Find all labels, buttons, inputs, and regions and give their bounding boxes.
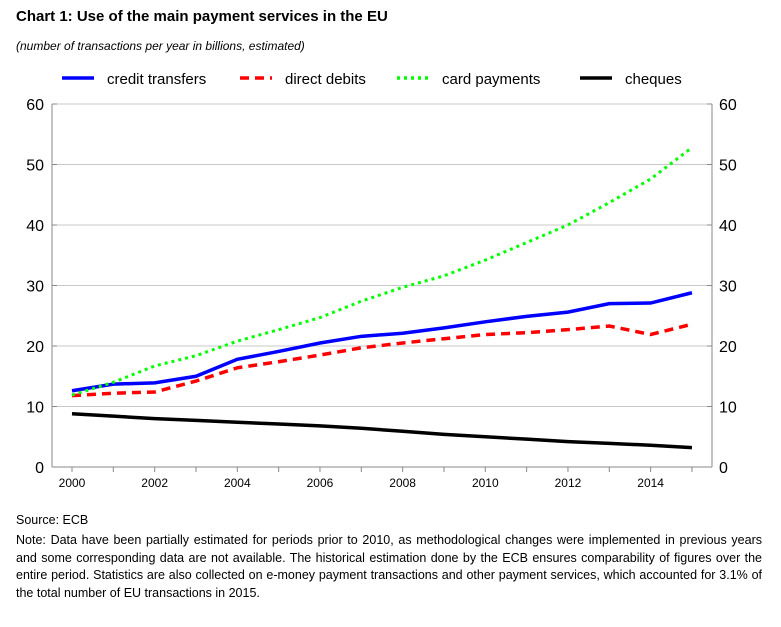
y-tick-label-right: 0 [719,460,728,477]
y-tick-label-right: 60 [719,97,737,114]
legend-label: direct debits [285,71,366,88]
x-tick-label: 2012 [555,476,582,490]
legend-label: card payments [442,71,540,88]
y-tick-label-left: 10 [26,400,44,417]
chart-subtitle: (number of transactions per year in bill… [16,39,305,53]
chart-title: Chart 1: Use of the main payment service… [16,8,388,25]
source-text: Source: ECB [16,513,89,527]
y-tick-label-left: 60 [26,97,44,114]
y-tick-label-right: 50 [719,158,737,175]
legend-label: cheques [625,71,682,88]
series-line-card-payments [71,146,693,397]
note-text: Note: Data have been partially estimated… [16,533,762,600]
x-tick-label: 2004 [224,476,251,490]
x-tick-label: 2014 [637,476,664,490]
legend-label: credit transfers [107,71,206,88]
x-tick-label: 2010 [472,476,499,490]
series-line-direct-debits [71,322,693,398]
y-tick-label-right: 20 [719,339,737,356]
line-chart: 0 0 10 10 20 20 30 30 40 40 50 50 60 60 2000 2002 2004 20… [26,71,737,490]
x-tick-label: 2006 [307,476,334,490]
y-tick-label-left: 50 [26,158,44,175]
x-tick-label: 2008 [389,476,416,490]
y-tick-label-right: 30 [719,279,737,296]
x-tick-label: 2000 [59,476,86,490]
x-tick-label: 2002 [141,476,168,490]
y-tick-label-left: 0 [35,460,44,477]
y-tick-label-right: 10 [719,400,737,417]
y-tick-label-right: 40 [719,218,737,235]
y-tick-label-left: 40 [26,218,44,235]
series-line-cheques [71,412,693,450]
series-line-credit-transfers [71,291,693,393]
y-tick-label-left: 20 [26,339,44,356]
y-tick-label-left: 30 [26,279,44,296]
